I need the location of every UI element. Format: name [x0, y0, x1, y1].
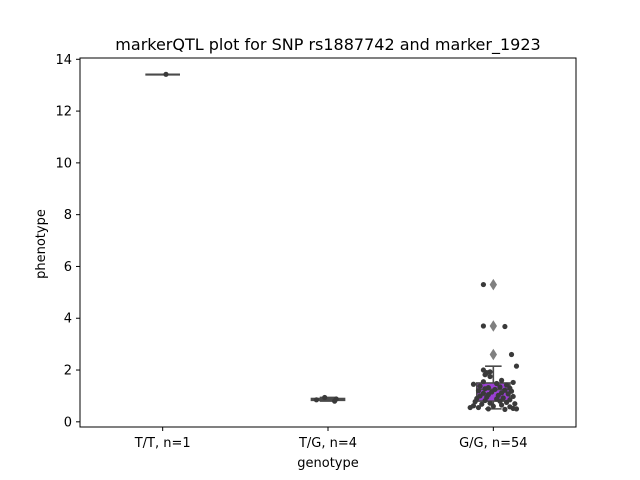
data-point [512, 401, 518, 407]
data-point [510, 379, 516, 386]
data-point [475, 388, 482, 394]
data-point [513, 406, 520, 412]
data-point [322, 394, 328, 401]
data-point [480, 379, 487, 385]
flier-marker [489, 278, 498, 291]
data-point [482, 372, 488, 378]
x-tick-label: G/G, n=54 [459, 436, 527, 451]
data-point [163, 71, 169, 77]
data-point [313, 397, 320, 403]
data-point [485, 406, 491, 412]
data-point [503, 382, 510, 388]
data-point [497, 384, 503, 390]
chart-title: markerQTL plot for SNP rs1887742 and mar… [115, 35, 540, 55]
y-tick-label: 10 [55, 156, 72, 171]
data-point [499, 377, 505, 383]
y-tick-label: 14 [55, 53, 72, 68]
plot-frame [79, 57, 577, 428]
y-tick-label: 12 [55, 105, 72, 120]
y-tick-label: 0 [64, 415, 72, 430]
data-point [472, 399, 478, 405]
data-point [490, 403, 496, 409]
data-point [482, 386, 488, 392]
data-point [510, 393, 516, 400]
data-point [494, 380, 500, 387]
flier-marker [489, 320, 498, 332]
x-tick-label: T/G, n=4 [298, 436, 357, 451]
plot-layer [145, 71, 520, 412]
data-point [487, 400, 493, 406]
data-point [480, 323, 487, 329]
data-point [475, 404, 482, 411]
data-point [480, 281, 487, 288]
data-point [502, 323, 508, 330]
data-point [332, 398, 338, 404]
x-tick-label: T/T, n=1 [134, 436, 191, 451]
flier-marker [489, 348, 498, 361]
y-axis: 0 2 4 6 8 10 12 14 [55, 53, 80, 430]
data-point [487, 373, 493, 380]
y-tick-label: 2 [64, 364, 72, 379]
data-point [513, 363, 520, 369]
x-axis-label: genotype [297, 456, 358, 471]
y-tick-label: 8 [64, 208, 72, 223]
data-point [497, 398, 503, 404]
y-tick-label: 4 [64, 312, 72, 327]
data-point [470, 381, 477, 387]
data-point [505, 391, 511, 397]
data-point [499, 402, 505, 408]
data-point [477, 383, 483, 389]
data-point [467, 404, 473, 411]
data-point [503, 399, 510, 405]
x-axis: T/T, n=1 T/G, n=4 G/G, n=54 [134, 427, 528, 451]
data-point [479, 401, 485, 407]
data-point [502, 406, 508, 412]
data-point [500, 395, 506, 401]
data-point [482, 397, 488, 404]
y-tick-label: 6 [64, 260, 72, 275]
y-axis-label: phenotype [34, 209, 49, 279]
data-point [508, 351, 515, 358]
